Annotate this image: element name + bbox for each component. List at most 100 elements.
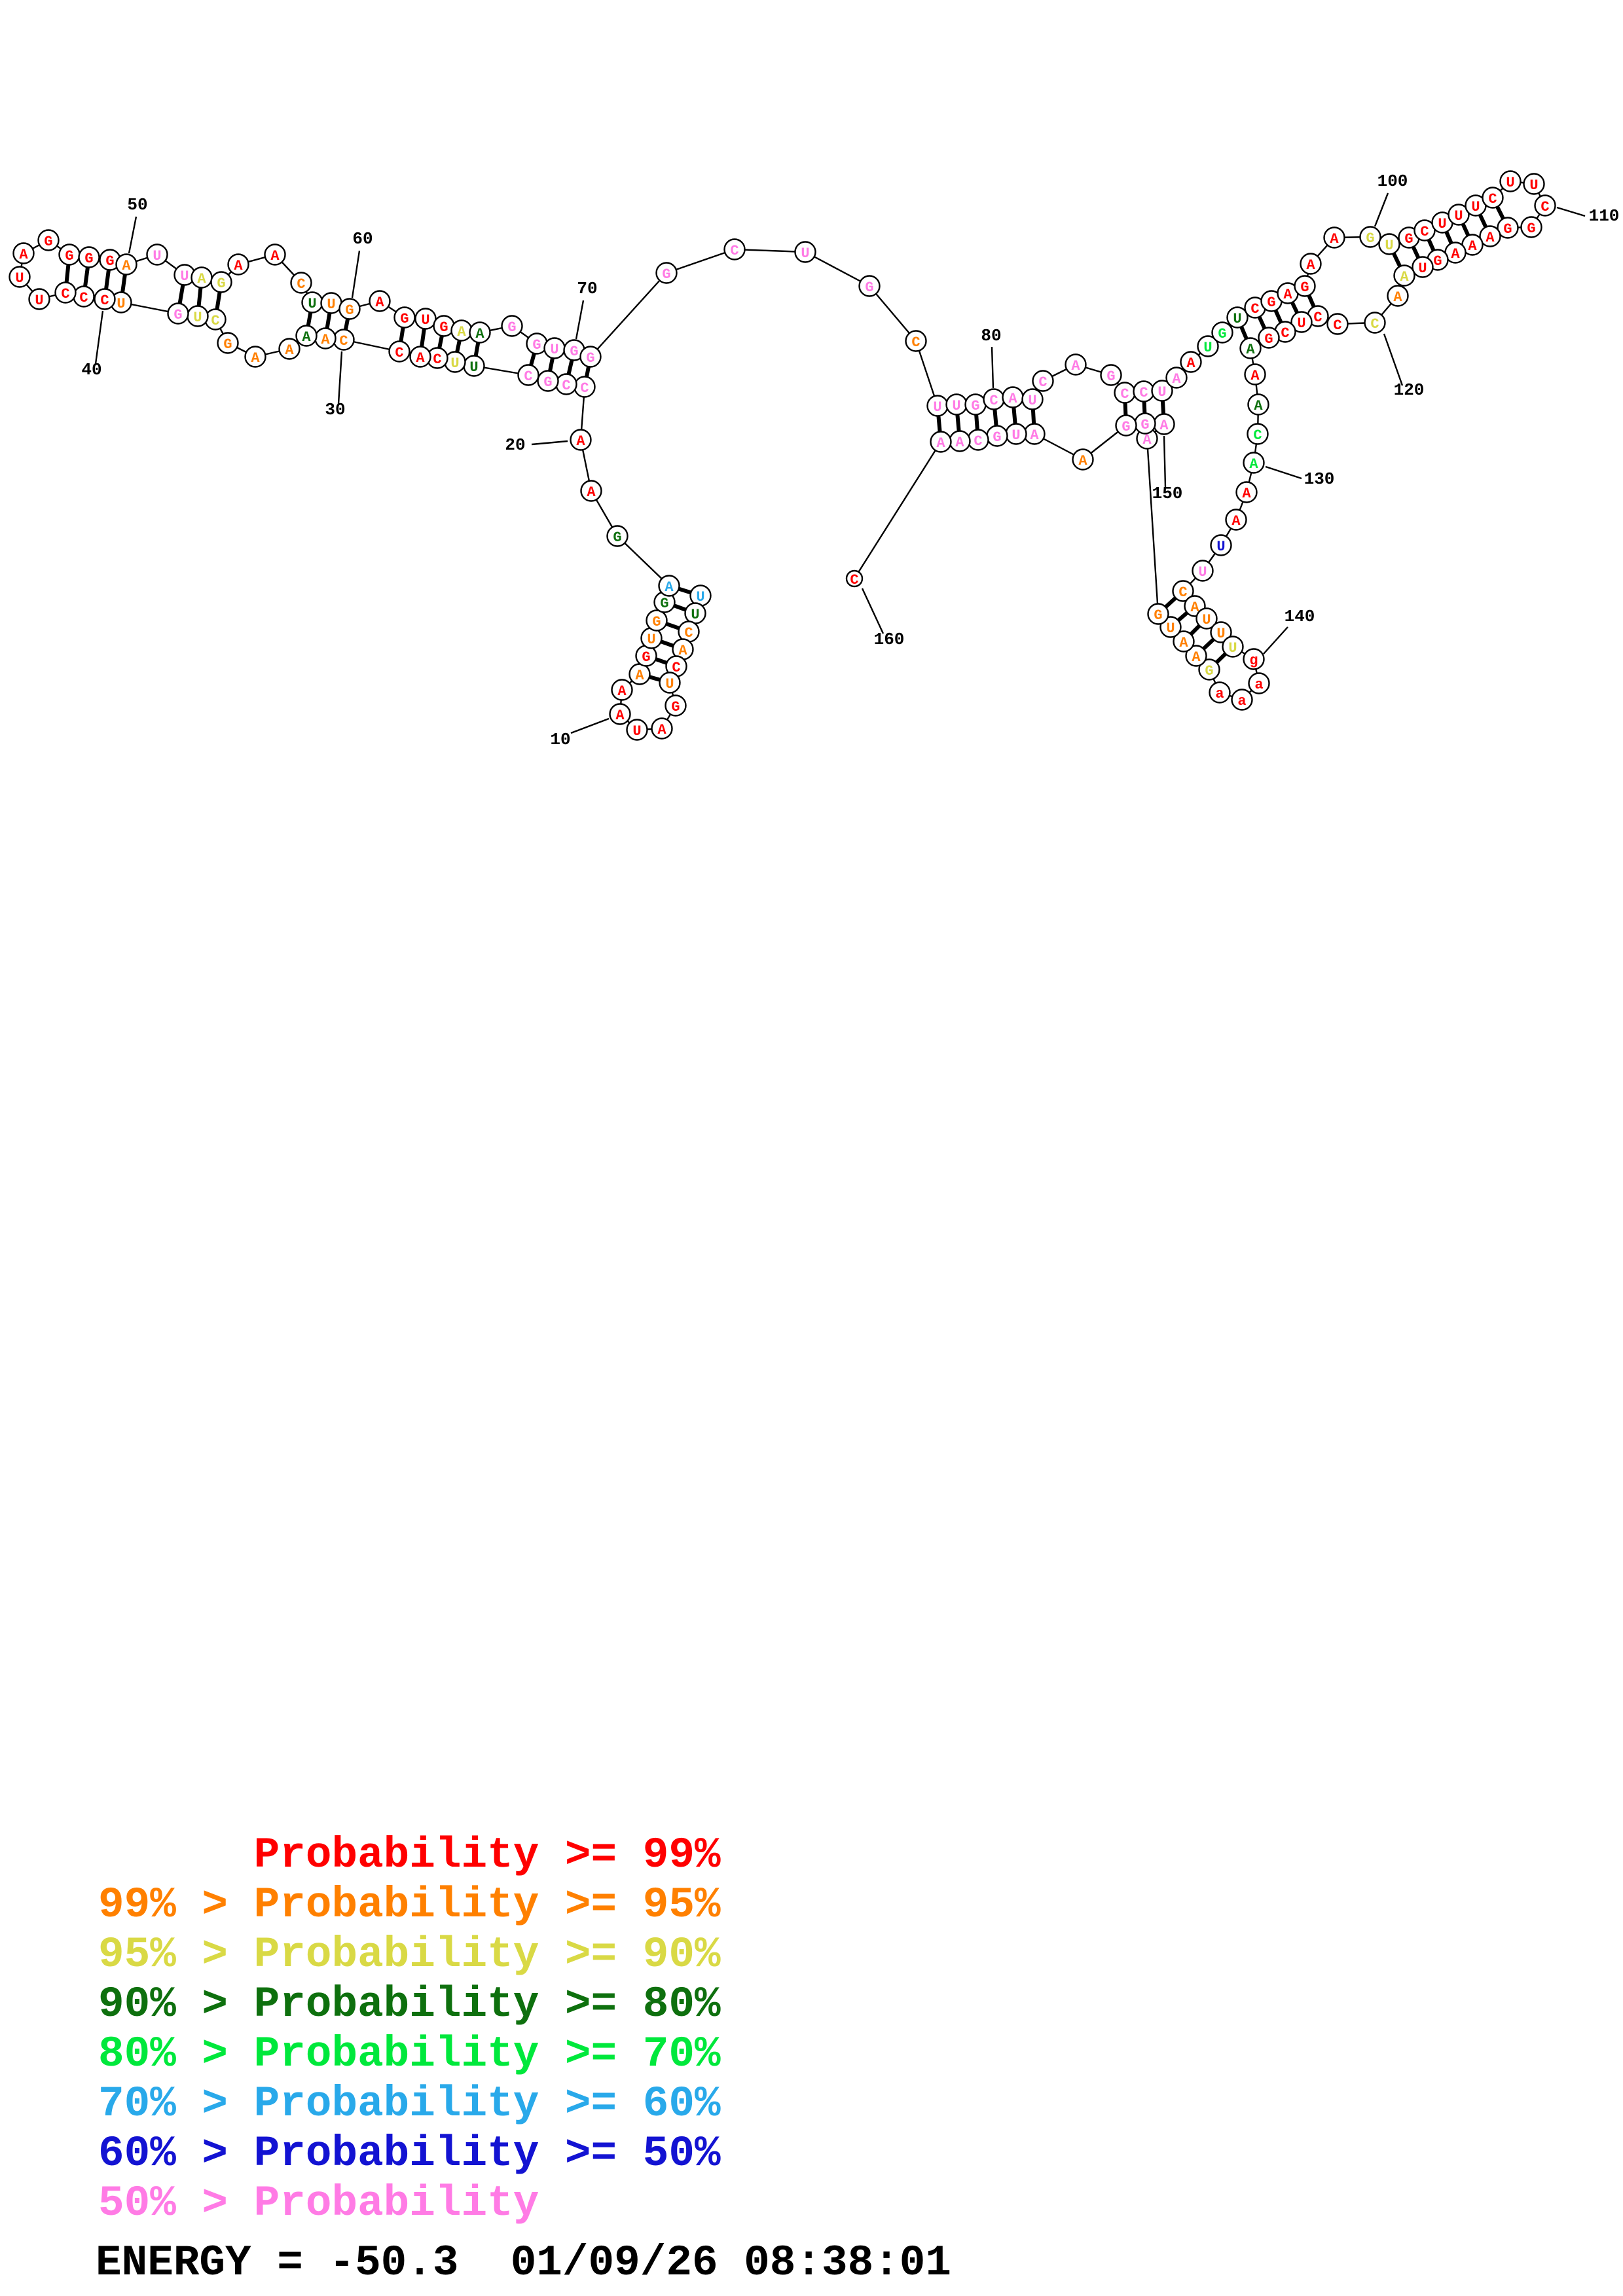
position-label-140: 140: [1285, 607, 1315, 626]
nucleotide-circle-120: [1364, 312, 1386, 334]
nucleotide-base-47: G: [65, 248, 73, 264]
nucleotide-base-148: G: [1154, 607, 1162, 624]
nucleotide-circle-6: [659, 672, 681, 694]
nucleotide-circle-85: [1100, 364, 1122, 386]
nucleotide-base-145: A: [1192, 649, 1201, 666]
nucleotide-base-155: U: [1012, 427, 1020, 444]
nucleotide-base-72: G: [662, 266, 670, 283]
legend-line-8: 50% > Probability: [98, 2179, 539, 2228]
nucleotide-base-85: G: [1106, 368, 1115, 385]
nucleotide-circle-139: [1222, 636, 1244, 658]
nucleotide-base-137: U: [1202, 612, 1211, 628]
nucleotide-base-95: G: [1267, 295, 1275, 311]
nucleotide-base-61: A: [375, 295, 384, 311]
position-label-130: 130: [1304, 469, 1335, 489]
nucleotide-base-115: A: [1451, 246, 1460, 262]
nucleotide-base-66: A: [475, 326, 484, 342]
nucleotide-base-132: A: [1231, 513, 1241, 529]
nucleotide-base-133: U: [1216, 539, 1225, 555]
nucleotide-base-21: C: [580, 380, 589, 397]
nucleotide-base-17: A: [665, 579, 674, 596]
nucleotide-base-45: A: [19, 247, 28, 263]
nucleotide-base-110: C: [1541, 199, 1549, 215]
nucleotide-base-60: G: [345, 302, 354, 319]
nucleotide-circle-76: [905, 330, 927, 352]
energy-footer: ENERGY = -50.3 01/09/26 08:38:01: [96, 2238, 952, 2287]
nucleotide-base-106: U: [1471, 199, 1480, 215]
label-pointer-80: [991, 346, 994, 389]
legend-line-1: Probability >= 99%: [98, 1831, 721, 1880]
nucleotide-circle-146: [1173, 630, 1195, 653]
nucleotide-base-14: U: [647, 632, 655, 648]
nucleotide-circle-160: [845, 569, 864, 588]
nucleotide-circle-82: [1021, 388, 1044, 410]
nucleotide-circle-15: [646, 609, 668, 632]
nucleotide-circle-20: [570, 429, 592, 451]
nucleotide-base-25: U: [469, 359, 478, 376]
nucleotide-base-119: A: [1393, 289, 1402, 306]
nucleotide-base-31: A: [321, 332, 330, 348]
nucleotide-base-142: a: [1237, 693, 1246, 709]
nucleotide-base-159: A: [936, 435, 945, 452]
nucleotide-base-79: G: [971, 398, 979, 414]
position-label-70: 70: [577, 279, 597, 298]
nucleotide-base-157: C: [974, 433, 982, 450]
nucleotide-base-130: A: [1249, 456, 1258, 473]
position-label-30: 30: [325, 400, 345, 420]
nucleotide-base-86: C: [1120, 386, 1129, 403]
nucleotide-circle-129: [1247, 423, 1269, 445]
nucleotide-circle-75: [858, 275, 881, 297]
nucleotide-base-154: A: [1030, 427, 1039, 444]
nucleotide-circle-48: [78, 246, 100, 268]
nucleotide-circle-32: [295, 325, 318, 347]
nucleotide-circle-43: [28, 288, 50, 310]
nucleotide-base-128: A: [1254, 398, 1263, 414]
nucleotide-base-140: g: [1249, 653, 1258, 669]
nucleotide-base-52: U: [180, 268, 189, 285]
nucleotide-base-44: U: [15, 270, 24, 287]
nucleotide-circle-19: [580, 480, 602, 502]
nucleotide-circle-105: [1448, 204, 1470, 226]
nucleotide-base-24: C: [524, 368, 532, 385]
nucleotide-base-13: G: [642, 649, 650, 666]
nucleotide-base-22: C: [562, 378, 570, 394]
nucleotide-base-15: G: [652, 614, 661, 630]
nucleotide-base-160: C: [850, 572, 858, 588]
nucleotide-base-18: G: [613, 529, 621, 546]
nucleotide-base-107: C: [1488, 191, 1497, 207]
nucleotide-circle-107: [1482, 187, 1504, 209]
nucleotide-base-43: U: [35, 293, 43, 309]
legend-line-6: 70% > Probability >= 60%: [98, 2079, 721, 2128]
nucleotide-base-53: A: [197, 271, 206, 287]
legend-line-5: 80% > Probability >= 70%: [98, 2030, 721, 2079]
nucleotide-base-89: A: [1172, 371, 1181, 387]
nucleotide-base-28: A: [416, 350, 425, 367]
position-label-160: 160: [874, 630, 905, 649]
nucleotide-base-51: U: [153, 248, 161, 264]
nucleotide-base-105: U: [1454, 208, 1463, 224]
nucleotide-base-27: C: [433, 351, 441, 368]
nucleotide-circle-97: [1294, 275, 1316, 297]
nucleotide-base-3: C: [684, 625, 693, 641]
label-pointer-110: [1556, 206, 1586, 217]
nucleotide-base-122: C: [1313, 310, 1322, 326]
nucleotide-base-50: A: [122, 258, 131, 274]
nucleotide-circle-109: [1523, 173, 1545, 195]
nucleotide-circle-66: [469, 321, 491, 344]
nucleotide-circle-7: [665, 694, 687, 717]
probability-color-legend: Probability >= 99% 99% > Probability >= 9…: [98, 1831, 721, 2229]
nucleotide-base-82: U: [1028, 393, 1036, 409]
nucleotide-base-71: G: [586, 350, 594, 367]
label-pointer-50: [128, 216, 137, 254]
backbone-segment-71: [590, 272, 667, 357]
nucleotide-circle-148: [1147, 603, 1169, 625]
nucleotide-base-56: A: [270, 248, 280, 264]
nucleotide-circle-29: [388, 340, 410, 363]
nucleotide-circle-140: [1243, 648, 1265, 670]
nucleotide-circle-111: [1520, 216, 1542, 238]
nucleotide-base-83: C: [1038, 374, 1047, 391]
nucleotide-circle-110: [1534, 194, 1556, 217]
nucleotide-circle-83: [1032, 370, 1054, 392]
nucleotide-base-112: G: [1503, 221, 1512, 238]
